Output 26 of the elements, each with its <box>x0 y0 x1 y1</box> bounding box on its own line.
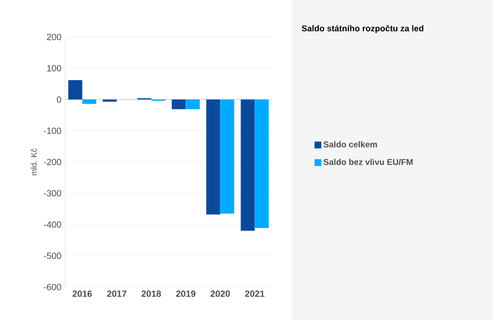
bar <box>240 100 255 231</box>
x-tick-label: 2018 <box>142 290 161 297</box>
bar <box>254 100 269 228</box>
y-tick-label: -400 <box>44 221 62 228</box>
y-tick-label: -300 <box>44 190 62 196</box>
legend-label: Saldo celkem <box>324 141 377 148</box>
y-tick-label: 100 <box>47 65 62 72</box>
x-tick-label: 2020 <box>210 290 230 297</box>
y-tick-label: -600 <box>44 284 62 290</box>
bar <box>68 80 82 100</box>
x-tick-label: 2016 <box>72 290 92 297</box>
x-tick-label: 2019 <box>176 290 196 297</box>
y-tick-label: 200 <box>46 34 62 40</box>
y-tick-label: 0 <box>56 96 62 103</box>
y-tick-label: -200 <box>44 158 62 166</box>
y-tick-label: -100 <box>44 128 62 134</box>
x-tick-label: 2021 <box>245 290 264 297</box>
bar <box>220 100 234 214</box>
bar <box>186 100 200 110</box>
legend-label: Saldo bez vlivu EU/FM <box>324 158 413 166</box>
text: Saldo státního rozpočtu za led <box>302 24 424 34</box>
x-tick-label: 2017 <box>107 290 126 297</box>
bar <box>82 100 96 104</box>
bar <box>206 100 220 214</box>
bar <box>172 100 186 110</box>
y-tick-label: -500 <box>44 252 62 259</box>
